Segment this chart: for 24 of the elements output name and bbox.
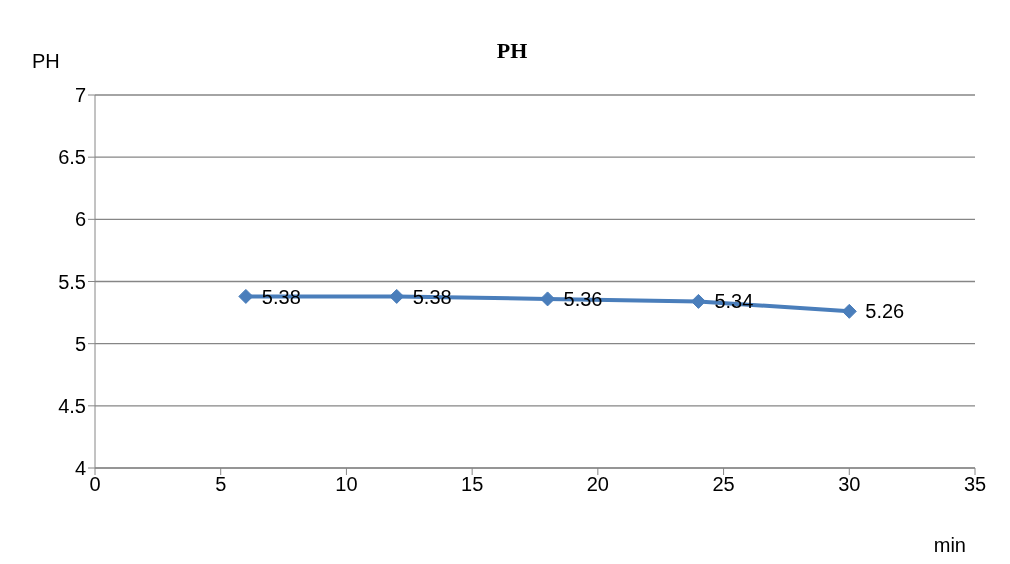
y-axis-title: PH [32,50,60,73]
x-tick-label: 25 [712,473,735,496]
y-tick-label: 7 [74,84,86,107]
data-label: 5.26 [865,300,905,323]
x-tick-label: 5 [215,473,227,496]
point [540,291,556,307]
y-tick-label: 4 [74,457,86,480]
point [841,303,857,319]
y-tick-label: 5 [74,332,86,355]
x-tick-label: 20 [586,473,609,496]
chart-title: PH [496,38,528,63]
x-tick-label: 0 [89,473,101,496]
x-axis-title: min [933,534,966,557]
y-tick-label: 6 [74,208,86,231]
x-tick-label: 15 [461,473,484,496]
point [389,288,405,304]
point [238,288,254,304]
y-tick-label: 4.5 [58,394,86,417]
y-tick-label: 6.5 [58,146,86,169]
y-tick-label: 5.5 [58,270,86,293]
x-tick-label: 35 [963,473,987,496]
point [690,293,706,309]
x-tick-label: 10 [335,473,358,496]
x-tick-label: 30 [838,473,861,496]
